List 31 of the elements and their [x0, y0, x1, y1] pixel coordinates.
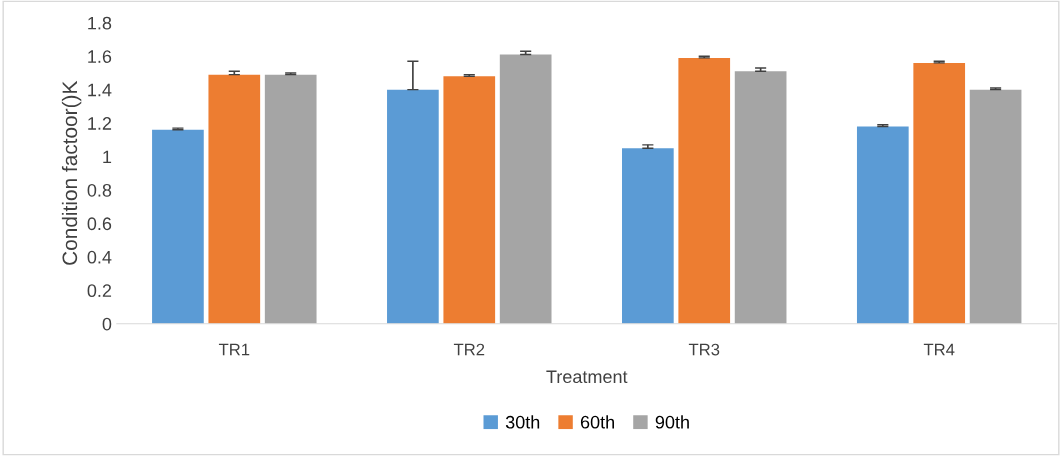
y-tick-label: 1.6 [88, 50, 112, 63]
y-tick-label: 1 [103, 150, 112, 164]
bar [152, 129, 204, 324]
bar [856, 126, 909, 324]
y-tick-label: 1.8 [88, 16, 112, 30]
x-tick-label: TR3 [688, 343, 720, 356]
bar [622, 148, 674, 324]
y-tick-label: 0.4 [87, 250, 112, 264]
x-tick-label: TR1 [218, 343, 250, 356]
bar [443, 76, 496, 324]
legend-label: 90th [655, 415, 689, 429]
bar [499, 54, 552, 324]
bar [264, 74, 317, 324]
bar [678, 57, 731, 324]
x-tick-label: TR4 [923, 343, 955, 356]
x-tick-label: TR2 [453, 343, 485, 356]
y-tick-label: 0.8 [87, 183, 112, 197]
y-axis-title: Condition factoor()K [61, 80, 82, 265]
bar [734, 71, 787, 324]
legend-label: 60th [580, 415, 614, 429]
legend-label: 30th [505, 415, 540, 429]
y-tick-label: 1.4 [88, 83, 112, 97]
y-tick-label: 0.6 [87, 217, 112, 231]
y-tick-label: 0 [102, 317, 112, 331]
bar [969, 89, 1022, 324]
bar [208, 74, 261, 324]
y-tick-label: 1.2 [88, 117, 112, 130]
bar [387, 89, 439, 324]
bar [913, 62, 966, 324]
x-axis-title: Treatment [546, 370, 628, 384]
y-tick-label: 0.2 [87, 284, 112, 298]
